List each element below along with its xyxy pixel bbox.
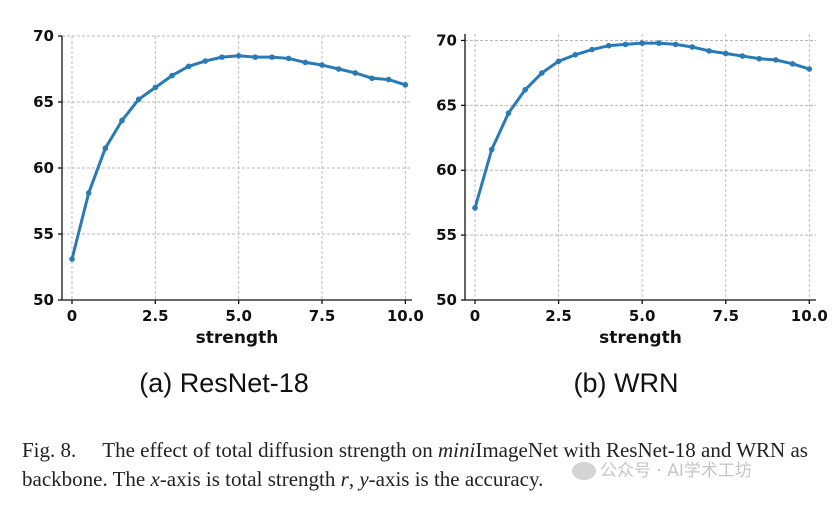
data-point xyxy=(369,75,375,82)
figure: 0 2.5 5.0 7.5 10.0 50 55 60 65 70 strength (a) ResN… xyxy=(33,27,828,398)
x-axis-label: strength xyxy=(599,328,682,348)
data-point xyxy=(135,96,142,103)
caption-part: , xyxy=(348,467,360,491)
chart-resnet18: 0 2.5 5.0 7.5 10.0 50 55 60 65 70 strength (a) ResN… xyxy=(33,27,424,398)
data-point xyxy=(589,46,595,53)
y-tick-label: 50 xyxy=(33,291,54,309)
data-point xyxy=(185,63,192,70)
x-tick-label: 0 xyxy=(67,307,77,325)
data-point xyxy=(639,40,645,46)
y-tick-label: 65 xyxy=(436,96,457,114)
data-point xyxy=(672,41,679,48)
data-point xyxy=(252,54,259,60)
y-tick-label: 70 xyxy=(436,31,457,49)
data-point xyxy=(152,84,159,91)
caption-part: r xyxy=(340,467,349,491)
data-point xyxy=(522,86,528,93)
data-point xyxy=(689,44,696,50)
data-point xyxy=(119,117,125,124)
chart-wrn: 0 2.5 5.0 7.5 10.0 50 55 60 65 70 strength (b) WRN xyxy=(436,31,828,398)
y-tick-label: 70 xyxy=(33,27,54,45)
data-point xyxy=(806,66,813,72)
data-point xyxy=(488,146,495,153)
data-point xyxy=(706,48,712,54)
caption-part: y xyxy=(359,467,369,491)
x-axis-label: strength xyxy=(196,328,279,348)
data-point xyxy=(505,110,512,116)
caption-part: -axis is the accuracy. xyxy=(368,467,544,491)
x-tick-label: 7.5 xyxy=(309,307,336,325)
caption-part: mini xyxy=(438,438,476,462)
caption-part: x xyxy=(150,467,160,491)
data-point xyxy=(572,51,579,58)
data-point xyxy=(472,205,478,211)
subfigure-caption: (a) ResNet-18 xyxy=(139,368,309,398)
data-point xyxy=(69,256,75,262)
data-point xyxy=(385,76,392,83)
y-tick-label: 60 xyxy=(436,161,457,179)
data-point xyxy=(335,66,342,72)
data-point xyxy=(235,53,242,59)
data-point xyxy=(319,62,325,68)
data-point xyxy=(605,42,612,49)
data-point xyxy=(756,55,762,62)
data-point xyxy=(555,58,562,65)
caption-body: The effect of total diffusion strength o… xyxy=(22,438,813,491)
data-point xyxy=(102,145,109,151)
data-point xyxy=(773,57,779,63)
subfigure-caption: (b) WRN xyxy=(574,368,679,398)
y-tick-label: 50 xyxy=(436,291,457,309)
data-point xyxy=(402,82,409,88)
data-point xyxy=(722,50,729,57)
watermark: 公众号 · AI学术工坊 xyxy=(572,456,752,481)
data-point xyxy=(169,72,175,79)
caption-label: Fig. 8. xyxy=(22,438,77,462)
x-tick-label: 2.5 xyxy=(545,307,572,325)
y-tick-label: 55 xyxy=(33,225,54,243)
x-tick-label: 5.0 xyxy=(629,307,656,325)
x-tick-label: 5.0 xyxy=(225,307,252,325)
data-point xyxy=(219,54,225,60)
y-tick-label: 55 xyxy=(436,226,457,244)
data-point xyxy=(269,54,275,60)
data-point xyxy=(202,58,209,64)
data-point xyxy=(285,55,292,62)
data-point xyxy=(656,40,662,46)
data-point xyxy=(789,61,796,67)
x-tick-label: 10.0 xyxy=(791,307,828,325)
x-tick-label: 0 xyxy=(470,307,480,325)
data-point xyxy=(302,59,309,66)
x-tick-label: 10.0 xyxy=(387,307,424,325)
caption-part: -axis is total strength xyxy=(159,467,341,491)
data-point xyxy=(85,190,92,196)
y-tick-label: 65 xyxy=(33,93,54,111)
data-point xyxy=(539,70,545,76)
caption-part: ImageNet with ResNet-18 and WRN as backb… xyxy=(22,438,814,491)
figure-caption: Fig. 8. The effect of total diffusion str… xyxy=(22,436,822,494)
x-tick-label: 7.5 xyxy=(712,307,739,325)
watermark-text: 公众号 · AI学术工坊 xyxy=(600,461,752,481)
data-point xyxy=(739,53,746,59)
data-point xyxy=(352,70,359,76)
x-tick-label: 2.5 xyxy=(142,307,169,325)
data-point xyxy=(622,41,629,48)
y-tick-label: 60 xyxy=(33,159,54,177)
caption-part: The effect of total diffusion strength o… xyxy=(102,438,438,462)
wechat-icon xyxy=(572,462,596,480)
